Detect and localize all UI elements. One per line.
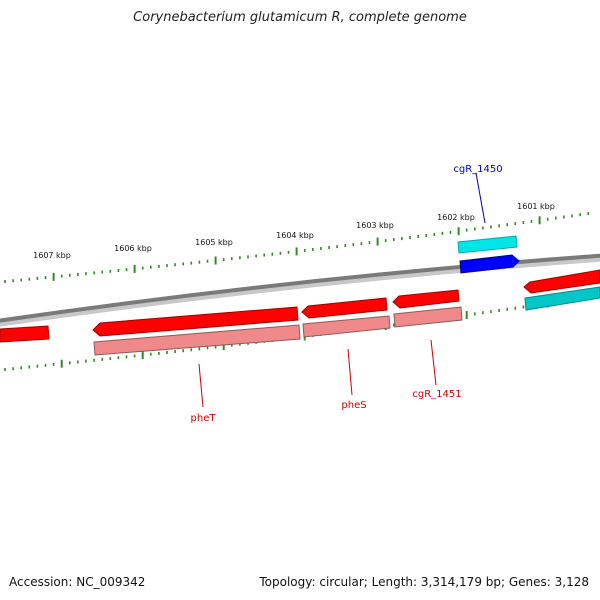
callout-line-pheS — [347, 348, 353, 396]
gene-pheS-shadow — [302, 315, 391, 338]
gene-pheS-arrow[interactable] — [301, 297, 388, 319]
scale-label-1602: 1602 kbp — [437, 213, 475, 222]
gene-label-cgR_1450[interactable]: cgR_1450 — [453, 164, 502, 175]
genome-backbone — [0, 253, 600, 323]
scale-label-1604: 1604 kbp — [276, 231, 314, 240]
accession-text: Accession: NC_009342 — [9, 575, 146, 589]
gene-pheT-arrow[interactable] — [92, 306, 299, 337]
gene-cgR_1450-shadow — [457, 235, 518, 254]
scale-label-1607: 1607 kbp — [33, 251, 71, 260]
callout-line-pheT — [198, 363, 204, 408]
gene-cgR_1451-shadow — [393, 306, 463, 328]
gene-cgR_1451-arrow[interactable] — [392, 289, 460, 309]
genome-backbone-shadow — [0, 255, 600, 327]
callout-line-cgR_1451 — [430, 339, 437, 386]
gene-left-edge-arrow[interactable] — [0, 325, 50, 343]
gene-label-pheS[interactable]: pheS — [341, 400, 366, 411]
callout-line-cgR_1450 — [475, 172, 486, 224]
genome-summary-text: Topology: circular; Length: 3,314,179 bp… — [259, 575, 589, 589]
scale-label-1605: 1605 kbp — [195, 238, 233, 247]
gene-label-cgR_1451[interactable]: cgR_1451 — [412, 389, 461, 400]
scale-label-1601: 1601 kbp — [517, 202, 555, 211]
scale-label-1606: 1606 kbp — [114, 244, 152, 253]
gene-label-pheT[interactable]: pheT — [191, 413, 217, 424]
gene-cgR_1450-arrow[interactable] — [459, 254, 520, 274]
gene-pheT-shadow — [93, 324, 301, 356]
gene-right-edge-arrow[interactable] — [523, 269, 600, 294]
page-title: Corynebacterium glutamicum R, complete g… — [133, 10, 467, 25]
scale-label-1603: 1603 kbp — [356, 221, 394, 230]
outer-tick-ring — [4, 212, 590, 283]
gene-right-edge-shadow — [524, 286, 600, 311]
